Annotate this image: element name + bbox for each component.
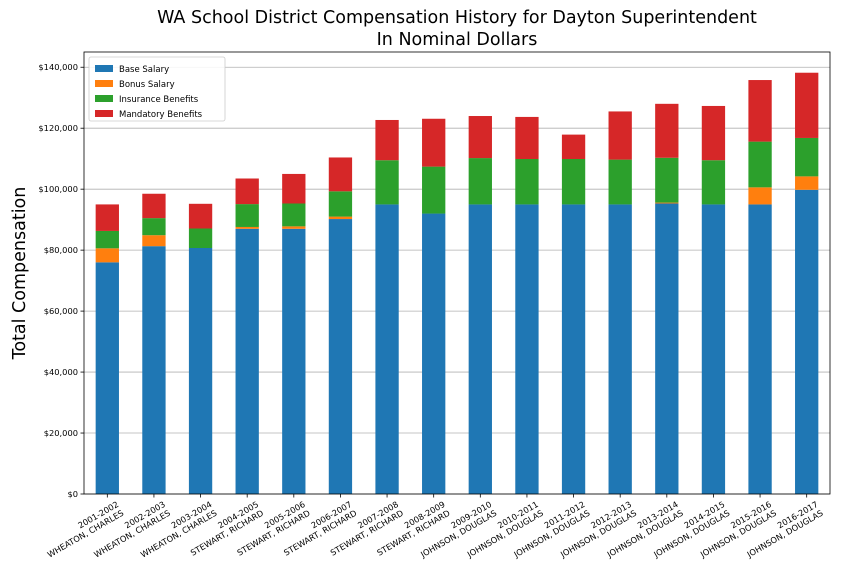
bar-insurance-benefits xyxy=(561,158,586,205)
bar-base-salary xyxy=(95,262,119,494)
bar-base-salary xyxy=(608,204,632,494)
bar-insurance-benefits xyxy=(95,230,119,249)
bar-mandatory-benefits xyxy=(142,193,166,219)
bar-mandatory-benefits xyxy=(795,72,819,138)
y-tick-label: $0 xyxy=(67,489,78,499)
bar-base-salary xyxy=(795,189,819,494)
bar-mandatory-benefits xyxy=(422,118,446,167)
bar-bonus-salary xyxy=(235,226,259,229)
legend-swatch xyxy=(95,80,113,87)
bar-base-salary xyxy=(468,204,492,494)
bar-base-salary xyxy=(655,203,679,494)
y-tick-label: $40,000 xyxy=(44,367,78,377)
chart-title-line-1: WA School District Compensation History … xyxy=(157,8,757,28)
bar-insurance-benefits xyxy=(375,160,399,205)
bar-insurance-benefits xyxy=(422,166,446,214)
bar-mandatory-benefits xyxy=(515,116,539,159)
bar-insurance-benefits xyxy=(748,141,772,188)
legend-label: Base Salary xyxy=(119,65,169,75)
bar-insurance-benefits xyxy=(188,228,213,249)
axes-frame xyxy=(83,51,831,495)
bar-mandatory-benefits xyxy=(95,204,119,231)
bar-bonus-salary xyxy=(282,226,306,229)
legend-label: Mandatory Benefits xyxy=(119,110,203,120)
bar-bonus-salary xyxy=(142,235,166,247)
bar-insurance-benefits xyxy=(655,157,679,203)
legend-label: Insurance Benefits xyxy=(119,95,199,105)
bar-bonus-salary xyxy=(328,216,353,220)
bar-mandatory-benefits xyxy=(655,103,679,158)
bar-insurance-benefits xyxy=(515,158,539,205)
bar-base-salary xyxy=(235,228,259,495)
legend-swatch xyxy=(95,95,113,102)
y-axis-label: Total Compensation xyxy=(10,187,30,361)
y-tick-label: $120,000 xyxy=(38,123,78,133)
bar-base-salary xyxy=(188,248,213,494)
bar-mandatory-benefits xyxy=(328,157,353,192)
bar-mandatory-benefits xyxy=(468,116,492,159)
bar-mandatory-benefits xyxy=(608,111,632,160)
y-tick-label: $20,000 xyxy=(44,428,78,438)
y-tick-label: $140,000 xyxy=(38,62,78,72)
y-tick-label: $100,000 xyxy=(38,184,78,194)
bar-base-salary xyxy=(561,204,586,494)
bar-base-salary xyxy=(422,213,446,494)
bar-insurance-benefits xyxy=(701,160,726,205)
bar-insurance-benefits xyxy=(795,137,819,177)
chart-title-line-2: In Nominal Dollars xyxy=(376,30,538,50)
bar-mandatory-benefits xyxy=(375,119,399,161)
bar-base-salary xyxy=(142,246,166,494)
bar-base-salary xyxy=(515,204,539,494)
legend-box xyxy=(88,56,226,122)
bar-insurance-benefits xyxy=(235,204,259,227)
bar-mandatory-benefits xyxy=(748,80,772,142)
legend-label: Bonus Salary xyxy=(119,80,175,90)
bar-mandatory-benefits xyxy=(282,173,306,204)
bar-bonus-salary xyxy=(795,176,819,190)
bar-base-salary xyxy=(328,219,353,494)
bar-insurance-benefits xyxy=(468,158,492,205)
bar-insurance-benefits xyxy=(282,203,306,227)
bar-base-salary xyxy=(748,204,772,494)
bar-bonus-salary xyxy=(95,248,119,263)
legend-swatch xyxy=(95,65,113,72)
bar-base-salary xyxy=(701,204,726,494)
bar-base-salary xyxy=(375,204,399,494)
bar-insurance-benefits xyxy=(608,159,632,205)
y-tick-label: $60,000 xyxy=(44,306,78,316)
legend-swatch xyxy=(95,110,113,117)
bar-mandatory-benefits xyxy=(188,203,213,229)
bar-bonus-salary xyxy=(748,187,772,205)
bar-bonus-salary xyxy=(655,202,679,204)
y-tick-label: $80,000 xyxy=(44,245,78,255)
bar-mandatory-benefits xyxy=(235,178,259,205)
bar-mandatory-benefits xyxy=(701,105,726,161)
bar-mandatory-benefits xyxy=(561,134,586,159)
bar-insurance-benefits xyxy=(328,191,353,217)
bar-base-salary xyxy=(282,228,306,495)
bar-insurance-benefits xyxy=(142,218,166,236)
